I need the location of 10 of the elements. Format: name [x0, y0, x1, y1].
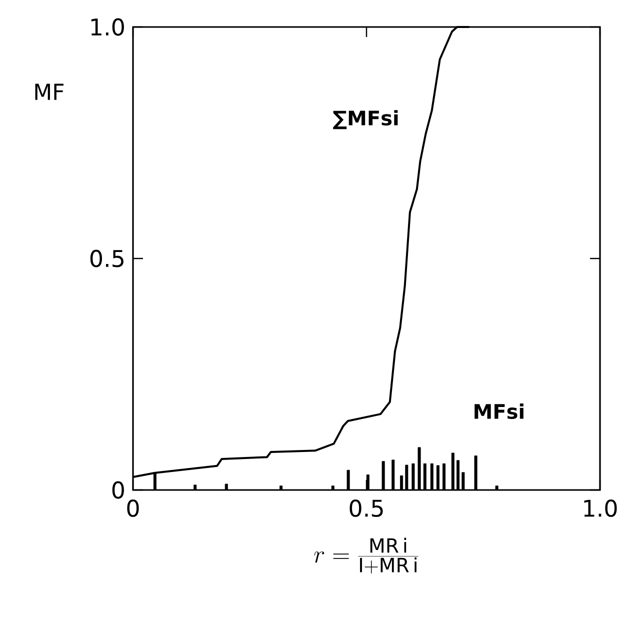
series-label: MFsi [474, 404, 524, 420]
x-tick-label: 0.5 [350, 500, 383, 517]
y-tick-label: 0 [112, 481, 124, 499]
x-tick-label: 1.0 [584, 500, 617, 517]
x-tick-label: 0 [127, 500, 139, 517]
y-tick-label: 1.0 [91, 18, 124, 36]
y-axis-title: MF [35, 84, 64, 100]
x-axis-title: $r = \frac{\mathrm{MR\,i}}{\mathrm{I} + \mathrm{MR\,i}}$ [314, 538, 418, 574]
y-tick-label: 0.5 [90, 250, 124, 268]
series-label: ∑MFsi [333, 110, 398, 130]
